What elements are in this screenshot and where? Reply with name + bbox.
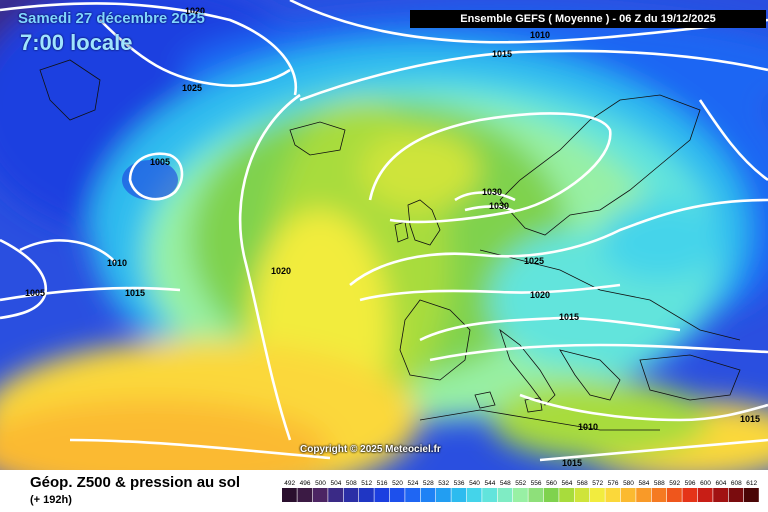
forecast-date: Samedi 27 décembre 2025 <box>18 10 205 27</box>
scale-tick-label: 508 <box>346 480 357 487</box>
isobar-label: 1005 <box>25 288 45 298</box>
scale-swatch <box>420 488 436 502</box>
scale-tick-label: 492 <box>284 480 295 487</box>
scale-swatch <box>605 488 621 502</box>
scale-swatch <box>312 488 328 502</box>
scale-tick-label: 600 <box>700 480 711 487</box>
scale-swatch <box>466 488 482 502</box>
geopotential-field <box>0 0 768 470</box>
scale-tick-label: 560 <box>546 480 557 487</box>
scale-swatch <box>389 488 405 502</box>
isobar-label: 1020 <box>530 290 550 300</box>
scale-swatch <box>713 488 728 502</box>
forecast-time: 7:00 locale <box>20 30 133 55</box>
isobar-labels: 1020 1025 1005 1010 1005 1015 1020 1010 … <box>25 6 760 468</box>
isobar-label: 1010 <box>107 258 127 268</box>
scale-swatch <box>651 488 667 502</box>
scale-swatch <box>667 488 682 502</box>
isobar-label: 1030 <box>489 201 509 211</box>
isobar-label: 1025 <box>182 83 202 93</box>
scale-swatch <box>328 488 343 502</box>
lead-time: (+ 192h) <box>30 494 72 506</box>
scale-swatch <box>513 488 528 502</box>
field-title: Géop. Z500 & pression au sol <box>30 474 241 491</box>
isobar-label: 1010 <box>578 422 598 432</box>
scale-swatch <box>744 488 759 502</box>
scale-tick-label: 524 <box>407 480 418 487</box>
isobar-label: 1015 <box>125 288 145 298</box>
scale-swatch <box>682 488 698 502</box>
scale-tick-label: 608 <box>731 480 742 487</box>
scale-tick-label: 552 <box>515 480 526 487</box>
model-run-banner: Ensemble GEFS ( Moyenne ) - 06 Z du 19/1… <box>410 10 766 28</box>
isobar-label: 1015 <box>492 49 512 59</box>
scale-tick-label: 592 <box>669 480 680 487</box>
scale-tick-label: 520 <box>392 480 403 487</box>
scale-swatch <box>343 488 359 502</box>
color-scale: 492 496 500 504 508 512 516 520 524 528 532 536 540 5… <box>282 480 759 502</box>
scale-swatch <box>543 488 559 502</box>
model-run-text: Ensemble GEFS ( Moyenne ) - 06 Z du 19/1… <box>460 13 716 25</box>
scale-swatch <box>528 488 544 502</box>
scale-tick-label: 516 <box>377 480 388 487</box>
scale-tick-label: 572 <box>592 480 603 487</box>
scale-tick-label: 556 <box>531 480 542 487</box>
scale-swatch <box>728 488 744 502</box>
scale-tick-label: 536 <box>454 480 465 487</box>
scale-tick-label: 580 <box>623 480 634 487</box>
isobar-label: 1010 <box>530 30 550 40</box>
isobar-label: 1005 <box>150 157 170 167</box>
isobar-label: 1025 <box>524 256 544 266</box>
scale-swatch <box>405 488 420 502</box>
scale-tick-label: 512 <box>361 480 372 487</box>
coastlines <box>39 59 741 431</box>
scale-tick-label: 532 <box>438 480 449 487</box>
scale-swatch <box>559 488 574 502</box>
scale-tick-label: 596 <box>685 480 696 487</box>
scale-tick-label: 496 <box>300 480 311 487</box>
scale-tick-label: 540 <box>469 480 480 487</box>
scale-swatch <box>359 488 374 502</box>
scale-swatch <box>590 488 605 502</box>
scale-tick-label: 584 <box>638 480 649 487</box>
scale-swatch <box>574 488 590 502</box>
scale-swatch <box>482 488 497 502</box>
isobar-label: 1015 <box>740 414 760 424</box>
isobar-label: 1020 <box>185 6 205 16</box>
scale-swatch <box>436 488 451 502</box>
scale-swatch <box>297 488 313 502</box>
copyright-notice: Copyright © 2025 Meteociel.fr <box>300 444 441 455</box>
scale-tick-label: 604 <box>715 480 726 487</box>
scale-tick-label: 588 <box>654 480 665 487</box>
scale-swatch <box>636 488 651 502</box>
isobar-label: 1030 <box>482 187 502 197</box>
isobar-label: 1015 <box>562 458 582 468</box>
scale-tick-label: 568 <box>577 480 588 487</box>
scale-swatch <box>282 488 297 502</box>
isobar-label: 1015 <box>559 312 579 322</box>
scale-tick-label: 612 <box>746 480 757 487</box>
scale-tick-label: 564 <box>561 480 572 487</box>
scale-tick-label: 576 <box>608 480 619 487</box>
geopotential-map: 1020 1025 1005 1010 1005 1015 1020 1010 … <box>0 0 768 470</box>
scale-swatch <box>620 488 636 502</box>
scale-tick-label: 504 <box>330 480 341 487</box>
scale-tick-label: 528 <box>423 480 434 487</box>
scale-swatch <box>374 488 390 502</box>
isobars <box>0 0 768 462</box>
scale-swatch <box>451 488 467 502</box>
isobar-label: 1020 <box>271 266 291 276</box>
scale-swatch <box>697 488 713 502</box>
scale-swatch <box>497 488 513 502</box>
scale-tick-label: 500 <box>315 480 326 487</box>
scale-tick-label: 544 <box>484 480 495 487</box>
scale-tick-label: 548 <box>500 480 511 487</box>
